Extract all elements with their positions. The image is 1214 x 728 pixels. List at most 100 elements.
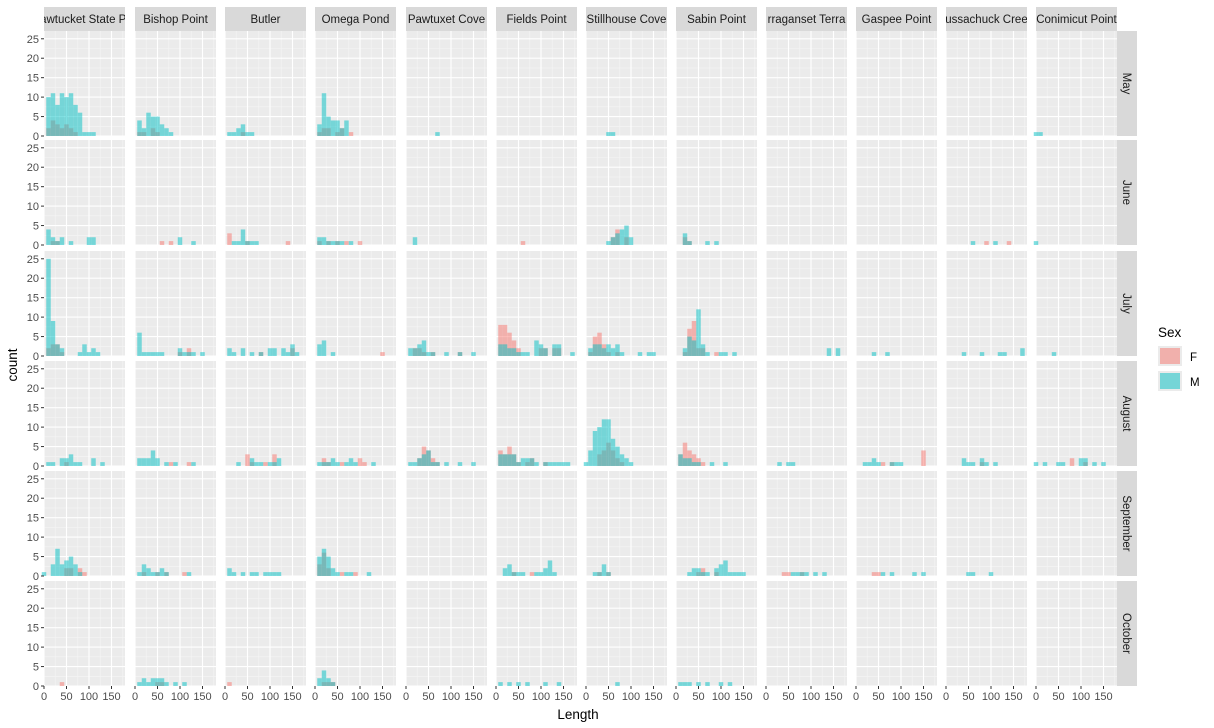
bar-m-october-omega-pond bbox=[317, 678, 322, 686]
panel-background bbox=[856, 581, 937, 686]
bar-m-august-conimicut-point bbox=[1033, 462, 1039, 466]
bar-m-september-butler bbox=[240, 572, 246, 576]
bar-m-july-sabin-point bbox=[687, 336, 692, 356]
bar-m-august-bishop-point bbox=[164, 462, 169, 466]
x-tick-label: 100 bbox=[622, 691, 640, 703]
bar-m-may-pawtucket-state-pier bbox=[73, 104, 78, 136]
bar-m-october-bishop-point bbox=[173, 682, 178, 686]
bar-m-september-fields-point bbox=[538, 572, 544, 576]
bar-f-july-fields-point bbox=[498, 324, 503, 356]
bar-m-august-stillhouse-cove bbox=[588, 450, 593, 466]
bar-m-may-omega-pond bbox=[326, 116, 331, 136]
bar-m-july-bishop-point bbox=[150, 352, 156, 356]
x-tick-label: 50 bbox=[692, 691, 704, 703]
bar-m-august-sabin-point bbox=[682, 458, 688, 466]
x-tick-label: 50 bbox=[422, 691, 434, 703]
bar-m-september-narragansett-terrace bbox=[822, 572, 827, 576]
bar-m-august-fields-point bbox=[543, 462, 548, 466]
bar-f-september-gaspee-point bbox=[876, 572, 881, 576]
column-label-narragansett-terrace: rraganset Terra bbox=[768, 14, 846, 26]
bar-m-august-stillhouse-cove bbox=[619, 454, 625, 466]
legend-title: Sex bbox=[1158, 325, 1182, 340]
bar-m-july-pawtucket-state-pier bbox=[55, 344, 60, 356]
bar-m-september-fields-point bbox=[502, 568, 508, 576]
bar-m-july-bishop-point bbox=[159, 352, 165, 356]
x-tick-label: 50 bbox=[241, 691, 253, 703]
bar-m-may-pawtucket-state-pier bbox=[77, 112, 83, 136]
x-tick-label: 150 bbox=[554, 691, 572, 703]
bar-m-july-stillhouse-cove bbox=[619, 352, 625, 356]
bar-m-july-omega-pond bbox=[330, 352, 336, 356]
bar-m-may-stillhouse-cove bbox=[606, 132, 611, 136]
bar-m-august-stillhouse-cove bbox=[601, 419, 607, 466]
bar-f-august-bishop-point bbox=[186, 462, 192, 466]
panel-background bbox=[225, 251, 306, 356]
panel-background bbox=[496, 31, 577, 136]
bar-m-august-passeonkquis-creek bbox=[979, 458, 985, 466]
bar-f-july-omega-pond bbox=[380, 352, 385, 356]
bar-m-august-pawtuxet-cove bbox=[471, 462, 476, 466]
bar-m-june-conimicut-point bbox=[1033, 241, 1039, 245]
bar-m-september-stillhouse-cove bbox=[601, 564, 607, 576]
bar-m-may-pawtucket-state-pier bbox=[91, 132, 96, 136]
bar-m-october-bishop-point bbox=[164, 682, 169, 686]
panel-background bbox=[676, 31, 757, 136]
bar-m-august-fields-point bbox=[502, 454, 508, 466]
row-strip-september bbox=[1117, 471, 1137, 576]
bar-m-august-passeonkquis-creek bbox=[961, 458, 967, 466]
row-label-may: May bbox=[1120, 73, 1132, 95]
bar-m-august-conimicut-point bbox=[1060, 462, 1066, 466]
bar-m-september-butler bbox=[227, 568, 232, 576]
bar-f-may-omega-pond bbox=[348, 132, 354, 136]
y-tick-label: 10 bbox=[27, 642, 39, 654]
bar-m-july-sabin-point bbox=[732, 352, 737, 356]
y-tick-label: 15 bbox=[27, 513, 39, 525]
panel-background bbox=[406, 471, 487, 576]
bar-m-july-narragansett-terrace bbox=[826, 348, 832, 356]
x-tick-label: 0 bbox=[853, 691, 859, 703]
panel-background bbox=[406, 31, 487, 136]
bar-m-july-butler bbox=[240, 348, 246, 356]
x-tick-label: 50 bbox=[602, 691, 614, 703]
x-tick-label: 150 bbox=[1004, 691, 1022, 703]
y-tick-label: 25 bbox=[27, 474, 39, 486]
y-tick-label: 0 bbox=[33, 351, 39, 363]
bar-m-july-stillhouse-cove bbox=[637, 352, 643, 356]
bar-m-august-pawtuxet-cove bbox=[421, 454, 427, 466]
bar-f-june-passeonkquis-creek bbox=[984, 241, 989, 245]
bar-m-september-sabin-point bbox=[700, 572, 706, 576]
column-label-sabin-point: Sabin Point bbox=[687, 14, 747, 26]
bar-m-july-sabin-point bbox=[691, 340, 697, 356]
bar-m-august-bishop-point bbox=[191, 462, 196, 466]
bar-m-august-stillhouse-cove bbox=[597, 427, 602, 466]
bar-f-october-pawtucket-state-pier bbox=[59, 682, 65, 686]
y-tick-label: 20 bbox=[27, 383, 39, 395]
bar-m-august-pawtucket-state-pier bbox=[68, 454, 74, 466]
x-tick-label: 100 bbox=[892, 691, 910, 703]
bar-m-august-pawtucket-state-pier bbox=[73, 462, 78, 466]
bar-m-june-butler bbox=[254, 241, 259, 245]
bar-m-august-pawtuxet-cove bbox=[435, 462, 440, 466]
bar-m-august-pawtucket-state-pier bbox=[91, 458, 96, 466]
bar-m-august-fields-point bbox=[516, 462, 521, 466]
panel-background bbox=[225, 361, 306, 466]
bar-m-october-sabin-point bbox=[727, 682, 733, 686]
panel-background bbox=[676, 581, 757, 686]
bar-m-september-fields-point bbox=[543, 568, 548, 576]
panel-background bbox=[676, 140, 757, 245]
bar-m-may-conimicut-point bbox=[1033, 132, 1039, 136]
bar-m-august-omega-pond bbox=[317, 462, 322, 466]
bar-m-may-butler bbox=[245, 132, 250, 136]
facet-grid: awtucket State Pi Bishop Point Butler Omega… bbox=[27, 7, 1137, 703]
bar-m-july-gaspee-point bbox=[885, 352, 890, 356]
bar-m-september-narragansett-terrace bbox=[795, 572, 800, 576]
bar-m-july-stillhouse-cove bbox=[597, 344, 602, 356]
bar-m-august-pawtucket-state-pier bbox=[64, 458, 69, 466]
column-label-butler: Butler bbox=[250, 14, 280, 26]
panel-background bbox=[406, 361, 487, 466]
bar-m-june-butler bbox=[245, 241, 250, 245]
panel-background bbox=[44, 361, 125, 466]
panel-background bbox=[946, 361, 1027, 466]
bar-m-july-pawtucket-state-pier bbox=[82, 344, 87, 356]
bar-m-july-pawtuxet-cove bbox=[417, 344, 422, 356]
